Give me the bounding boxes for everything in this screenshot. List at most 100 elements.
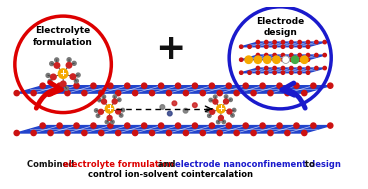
Circle shape <box>31 91 36 96</box>
Circle shape <box>285 130 290 136</box>
Circle shape <box>72 61 76 65</box>
Circle shape <box>281 66 284 70</box>
Circle shape <box>315 66 318 70</box>
Circle shape <box>277 83 282 88</box>
Circle shape <box>294 123 299 128</box>
Circle shape <box>281 71 284 74</box>
Circle shape <box>74 79 78 83</box>
Polygon shape <box>17 125 330 133</box>
Circle shape <box>281 45 284 48</box>
Circle shape <box>108 83 113 88</box>
Circle shape <box>208 114 211 117</box>
Circle shape <box>50 62 54 66</box>
Circle shape <box>243 83 248 88</box>
Circle shape <box>323 66 326 70</box>
Circle shape <box>121 108 124 112</box>
Circle shape <box>328 123 333 128</box>
Circle shape <box>176 83 181 88</box>
Circle shape <box>226 83 231 88</box>
Circle shape <box>248 71 251 74</box>
Circle shape <box>290 53 293 57</box>
Circle shape <box>251 130 256 136</box>
Circle shape <box>183 130 188 136</box>
Circle shape <box>82 91 87 96</box>
Circle shape <box>192 83 198 88</box>
Text: Combined: Combined <box>27 160 77 169</box>
Circle shape <box>99 109 103 114</box>
Circle shape <box>210 109 215 114</box>
Circle shape <box>285 91 290 96</box>
Circle shape <box>328 83 333 88</box>
Circle shape <box>231 114 234 117</box>
Circle shape <box>281 53 284 57</box>
Circle shape <box>224 95 228 98</box>
Circle shape <box>166 130 171 136</box>
Circle shape <box>217 105 225 113</box>
Text: and: and <box>155 160 178 169</box>
Circle shape <box>290 66 293 70</box>
Circle shape <box>116 91 121 96</box>
Circle shape <box>91 83 96 88</box>
Text: electrode nanoconfinement design: electrode nanoconfinement design <box>175 160 340 169</box>
Circle shape <box>91 123 96 128</box>
Circle shape <box>248 45 251 48</box>
Circle shape <box>298 66 301 70</box>
Text: +: + <box>106 104 113 113</box>
Circle shape <box>108 123 113 128</box>
Circle shape <box>298 58 301 61</box>
Circle shape <box>217 91 222 96</box>
Circle shape <box>209 83 215 88</box>
Text: +: + <box>217 104 224 113</box>
Circle shape <box>67 58 71 62</box>
Circle shape <box>40 123 45 128</box>
Circle shape <box>112 99 117 104</box>
Circle shape <box>57 123 62 128</box>
Circle shape <box>82 130 87 136</box>
Text: control ion-solvent cointercalation: control ion-solvent cointercalation <box>88 170 253 179</box>
Circle shape <box>222 120 226 124</box>
Circle shape <box>273 66 276 70</box>
Circle shape <box>48 130 53 136</box>
Circle shape <box>105 105 114 113</box>
Circle shape <box>96 114 100 117</box>
Circle shape <box>291 56 299 64</box>
Circle shape <box>240 58 243 61</box>
Circle shape <box>60 81 66 87</box>
Circle shape <box>281 40 284 44</box>
Circle shape <box>240 71 243 74</box>
Circle shape <box>213 95 217 98</box>
Circle shape <box>224 99 229 104</box>
Circle shape <box>268 130 273 136</box>
Circle shape <box>183 108 188 113</box>
Circle shape <box>14 91 19 96</box>
Circle shape <box>306 66 310 70</box>
Circle shape <box>256 71 259 74</box>
Circle shape <box>290 40 293 44</box>
Circle shape <box>55 58 59 62</box>
Circle shape <box>111 120 114 124</box>
Circle shape <box>200 130 205 136</box>
Circle shape <box>226 123 231 128</box>
Circle shape <box>306 53 310 57</box>
Circle shape <box>298 71 301 74</box>
Circle shape <box>142 83 147 88</box>
Text: Electrode
design: Electrode design <box>256 17 304 37</box>
Text: to: to <box>302 160 315 169</box>
Text: Electrolyte
formulation: Electrolyte formulation <box>33 26 93 46</box>
Circle shape <box>102 95 106 98</box>
Polygon shape <box>241 42 325 47</box>
Circle shape <box>59 69 68 78</box>
Circle shape <box>14 130 19 136</box>
Polygon shape <box>17 86 330 93</box>
Circle shape <box>263 56 271 64</box>
Circle shape <box>260 123 265 128</box>
Circle shape <box>213 99 218 104</box>
Circle shape <box>99 91 104 96</box>
Circle shape <box>298 40 301 44</box>
Circle shape <box>273 40 276 44</box>
Circle shape <box>265 66 268 70</box>
Circle shape <box>66 63 72 68</box>
Circle shape <box>290 45 293 48</box>
Circle shape <box>54 63 60 68</box>
Circle shape <box>98 98 101 102</box>
